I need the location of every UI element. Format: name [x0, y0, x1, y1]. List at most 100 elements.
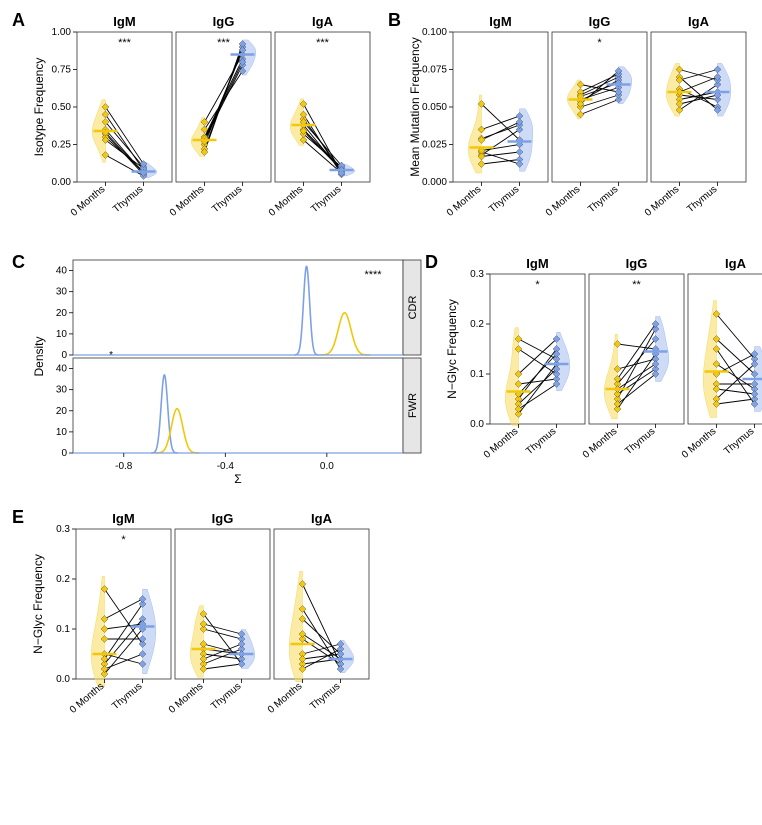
- y-tick-label: 10: [56, 329, 68, 340]
- x-tick-label: Thymus: [210, 184, 244, 215]
- y-tick-label: 0.0: [470, 419, 484, 430]
- violin-half: [143, 589, 156, 674]
- y-tick-label: 0.100: [422, 27, 447, 38]
- x-tick-label: Thymus: [209, 681, 243, 712]
- x-tick-label: Thymus: [685, 184, 719, 215]
- violin-half: [557, 332, 570, 391]
- violin-half: [468, 95, 481, 173]
- pair-line: [105, 654, 143, 669]
- y-tick-label: 0.075: [422, 65, 447, 76]
- y-tick-label: 0.3: [56, 524, 70, 535]
- chart-C: DensityCDR010203040*****FWR010203040-0.8…: [29, 254, 425, 489]
- panel-letter-D: D: [425, 252, 438, 273]
- facet-border: [651, 32, 746, 182]
- pair-line: [106, 155, 144, 176]
- y-tick-label: 0.3: [470, 269, 484, 280]
- pair-line: [303, 634, 341, 659]
- pair-line: [618, 344, 656, 349]
- y-tick-label: 30: [56, 385, 68, 396]
- pair-line: [581, 100, 619, 115]
- y-tick-label: 20: [56, 308, 68, 319]
- y-tick-label: 0.000: [422, 177, 447, 188]
- x-tick-label: 0 Months: [167, 681, 206, 716]
- y-tick-label: 0.1: [56, 624, 70, 635]
- y-tick-label: 0.2: [56, 574, 70, 585]
- x-tick-label: 0.0: [320, 461, 334, 472]
- pair-line: [204, 624, 242, 634]
- pair-line: [680, 95, 718, 104]
- x-tick-label: Thymus: [623, 426, 657, 457]
- significance-label: ***: [217, 37, 231, 49]
- pair-line: [304, 122, 342, 166]
- panel-letter-B: B: [388, 10, 401, 31]
- density-border: [73, 358, 403, 453]
- y-tick-label: 0.75: [52, 65, 72, 76]
- pair-line: [205, 44, 243, 152]
- chart-B: Mean Mutation Frequency0.0000.0250.0500.…: [405, 12, 752, 234]
- x-tick-label: -0.8: [115, 461, 133, 472]
- x-tick-label: Thymus: [487, 184, 521, 215]
- facet-border: [176, 32, 271, 182]
- y-tick-label: 0.25: [52, 140, 72, 151]
- y-axis-label: Isotype Frequency: [32, 58, 46, 157]
- x-tick-label: 0 Months: [643, 184, 682, 219]
- figure-root: A Isotype Frequency0.000.250.500.751.00I…: [12, 12, 752, 731]
- significance-label: ***: [118, 37, 132, 49]
- y-tick-label: 10: [56, 427, 68, 438]
- pair-line: [304, 131, 342, 170]
- pair-line: [105, 604, 143, 659]
- y-tick-label: 30: [56, 287, 68, 298]
- chart-E: N−Glyc Frequency0.00.10.20.3IgM*0 Months…: [28, 509, 375, 731]
- y-axis-label: N−Glyc Frequency: [445, 299, 459, 399]
- strip-label: FWR: [407, 393, 419, 418]
- x-tick-label: 0 Months: [680, 426, 719, 461]
- strip-label: CDR: [407, 296, 419, 320]
- facet-border: [688, 274, 762, 424]
- panel-C-wrap: C DensityCDR010203040*****FWR010203040-0…: [12, 254, 425, 489]
- y-axis-label: N−Glyc Frequency: [31, 554, 45, 654]
- significance-label: **: [632, 279, 641, 291]
- facet-border: [275, 32, 370, 182]
- row-3: E N−Glyc Frequency0.00.10.20.3IgM*0 Mont…: [12, 509, 752, 731]
- pair-line: [581, 95, 619, 107]
- facet-title: IgG: [626, 256, 648, 271]
- y-axis-label: Mean Mutation Frequency: [408, 37, 422, 176]
- y-tick-label: 0.50: [52, 102, 72, 113]
- facet-border: [589, 274, 684, 424]
- x-tick-label: Thymus: [586, 184, 620, 215]
- panel-E-wrap: E N−Glyc Frequency0.00.10.20.3IgM*0 Mont…: [12, 509, 375, 731]
- significance-label: ****: [364, 269, 382, 281]
- facet-title: IgM: [112, 511, 134, 526]
- x-tick-label: 0 Months: [445, 184, 484, 219]
- y-tick-label: 20: [56, 406, 68, 417]
- panel-letter-C: C: [12, 252, 25, 273]
- y-axis-label: Density: [32, 336, 46, 376]
- y-tick-label: 40: [56, 364, 68, 375]
- chart-D: N−Glyc Frequency0.00.10.20.3IgM*0 Months…: [442, 254, 762, 476]
- violin-half: [190, 606, 203, 678]
- x-tick-label: 0 Months: [544, 184, 583, 219]
- facet-title: IgM: [113, 14, 135, 29]
- x-tick-label: Thymus: [111, 184, 145, 215]
- pair-line: [105, 654, 143, 664]
- x-tick-label: Thymus: [110, 681, 144, 712]
- x-tick-label: 0 Months: [267, 184, 306, 219]
- x-tick-label: 0 Months: [68, 681, 107, 716]
- panel-letter-A: A: [12, 10, 25, 31]
- pair-line: [717, 314, 755, 359]
- x-tick-label: -0.4: [217, 461, 235, 472]
- y-tick-label: 0.1: [470, 369, 484, 380]
- x-tick-label: Thymus: [524, 426, 558, 457]
- pair-line: [519, 379, 557, 384]
- significance-label: *: [535, 279, 540, 291]
- y-tick-label: 0.00: [52, 177, 72, 188]
- y-tick-label: 0: [61, 350, 67, 361]
- pair-line: [519, 364, 557, 414]
- y-tick-label: 1.00: [52, 27, 72, 38]
- y-tick-label: 0.2: [470, 319, 484, 330]
- chart-A: Isotype Frequency 0.00 0.25 0.50 0.75 1.00 IgM…: [29, 12, 376, 234]
- panel-A-wrap: A Isotype Frequency0.000.250.500.751.00I…: [12, 12, 376, 234]
- x-axis-label: Σ: [234, 472, 241, 486]
- pair-line: [204, 629, 242, 639]
- facet-title: IgA: [311, 511, 333, 526]
